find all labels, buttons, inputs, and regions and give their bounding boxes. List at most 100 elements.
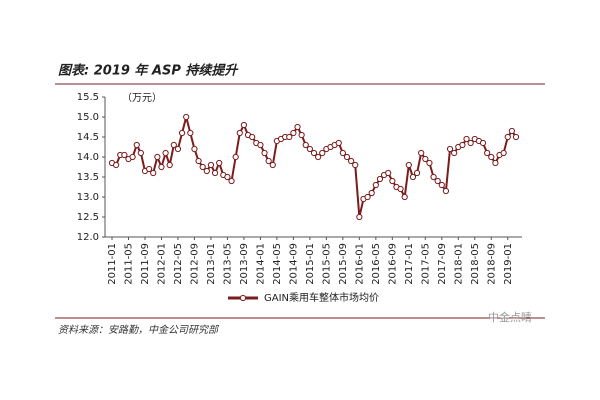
point bbox=[368, 189, 375, 197]
y-tick-label: 12.5 bbox=[77, 212, 99, 223]
point bbox=[298, 131, 305, 139]
point bbox=[290, 129, 297, 137]
point bbox=[463, 135, 470, 143]
point bbox=[512, 133, 520, 141]
point bbox=[339, 149, 346, 157]
y-tick-label: 15.5 bbox=[77, 92, 99, 103]
point bbox=[133, 141, 140, 149]
x-tick-label: 2012-01 bbox=[156, 243, 167, 285]
point bbox=[442, 187, 450, 195]
point bbox=[199, 163, 206, 171]
point bbox=[418, 149, 425, 157]
point bbox=[158, 163, 165, 171]
point bbox=[191, 145, 198, 153]
y-tick-label: 13.5 bbox=[77, 172, 99, 183]
point bbox=[306, 145, 313, 153]
point bbox=[113, 161, 120, 169]
y-tick-label: 14.0 bbox=[77, 152, 99, 163]
point bbox=[228, 177, 235, 185]
point bbox=[397, 185, 404, 193]
point bbox=[302, 141, 309, 149]
x-tick-label: 2011-01 bbox=[107, 243, 118, 285]
point bbox=[426, 159, 433, 167]
x-tick-label: 2014-05 bbox=[272, 243, 283, 285]
point bbox=[467, 139, 474, 147]
point bbox=[249, 133, 256, 141]
point bbox=[459, 141, 466, 149]
point bbox=[389, 177, 396, 185]
legend-marker bbox=[239, 294, 247, 302]
point bbox=[405, 161, 412, 169]
point bbox=[183, 113, 190, 121]
x-tick-label: 2016-05 bbox=[371, 243, 382, 285]
point bbox=[504, 133, 511, 141]
source: 资料来源：安路勤，中金公司研究部 bbox=[58, 324, 220, 336]
point bbox=[137, 149, 144, 157]
x-tick-label: 2018-09 bbox=[486, 243, 497, 285]
point bbox=[335, 139, 342, 147]
x-tick-label: 2013-09 bbox=[239, 243, 250, 285]
point bbox=[348, 157, 355, 165]
point bbox=[343, 153, 351, 161]
point bbox=[385, 169, 392, 177]
point bbox=[376, 175, 384, 183]
point bbox=[195, 157, 202, 165]
point bbox=[500, 149, 507, 157]
point bbox=[409, 173, 417, 181]
point bbox=[269, 161, 276, 169]
point bbox=[232, 153, 239, 161]
point bbox=[294, 123, 301, 131]
x-tick-label: 2016-09 bbox=[387, 243, 398, 285]
point bbox=[438, 181, 445, 189]
x-tick-label: 2015-09 bbox=[338, 243, 349, 285]
point bbox=[129, 153, 136, 161]
point bbox=[434, 177, 441, 185]
point bbox=[372, 181, 379, 189]
x-tick-label: 2015-01 bbox=[305, 243, 316, 285]
series-line bbox=[111, 116, 517, 218]
point bbox=[356, 213, 363, 221]
point bbox=[451, 149, 458, 157]
point bbox=[508, 127, 515, 135]
x-tick-label: 2013-01 bbox=[206, 243, 217, 285]
x-tick-label: 2017-01 bbox=[404, 243, 415, 285]
x-tick-label: 2015-05 bbox=[321, 243, 332, 285]
x-tick-label: 2017-05 bbox=[420, 243, 431, 285]
point bbox=[364, 193, 371, 201]
point bbox=[286, 133, 293, 141]
point bbox=[150, 169, 157, 177]
x-tick-label: 2018-05 bbox=[470, 243, 481, 285]
point bbox=[446, 145, 454, 153]
y-tick-label: 13.0 bbox=[77, 192, 99, 203]
point bbox=[170, 141, 177, 149]
watermark: 中金点睛 bbox=[488, 310, 532, 324]
point bbox=[261, 149, 268, 157]
point bbox=[162, 149, 169, 157]
point bbox=[178, 129, 186, 137]
point bbox=[352, 161, 359, 169]
point bbox=[236, 129, 243, 137]
point bbox=[315, 153, 322, 161]
point bbox=[174, 145, 182, 153]
point bbox=[121, 151, 128, 159]
x-tick-label: 2012-09 bbox=[189, 243, 200, 285]
point bbox=[430, 173, 437, 181]
point bbox=[257, 141, 264, 149]
point bbox=[319, 149, 326, 157]
point bbox=[216, 159, 223, 167]
point bbox=[154, 153, 161, 161]
x-tick-label: 2014-01 bbox=[255, 243, 266, 285]
x-tick-label: 2016-01 bbox=[354, 243, 365, 285]
point bbox=[211, 169, 219, 177]
point bbox=[479, 139, 487, 147]
point bbox=[203, 167, 210, 175]
point bbox=[224, 173, 231, 181]
x-tick-label: 2019-01 bbox=[503, 243, 514, 285]
x-tick-label: 2017-09 bbox=[437, 243, 448, 285]
x-tick-label: 2014-09 bbox=[288, 243, 299, 285]
chart-title: 图表: 2019 年 ASP 持续提升 bbox=[58, 63, 239, 79]
x-tick-label: 2012-05 bbox=[173, 243, 184, 285]
point bbox=[422, 155, 429, 163]
legend-label: GAIN乘用车整体市场均价 bbox=[264, 291, 379, 304]
